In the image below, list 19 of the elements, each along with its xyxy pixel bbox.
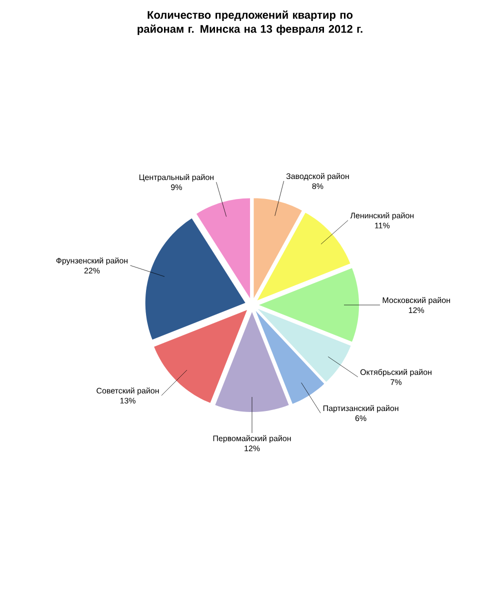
data-label: 13% (120, 398, 136, 404)
slice-label: Московский район (382, 296, 450, 305)
data-label: 9% (171, 184, 182, 190)
data-label: 12% (408, 307, 424, 313)
slice-label: Октябрьский район (360, 368, 432, 377)
slice-label: Первомайский район (213, 435, 291, 443)
data-label: 22% (84, 268, 100, 274)
data-label: 7% (390, 379, 402, 385)
data-label: 6% (355, 415, 366, 422)
slice-label: Ленинский район (350, 212, 414, 220)
slice-label: Советский район (96, 387, 159, 396)
data-label: 8% (312, 183, 324, 190)
data-label: 11% (375, 222, 390, 228)
slice-label: Партизанский район (323, 405, 398, 413)
slice-label: Центральный район (139, 174, 214, 182)
chart-title: Количество предложений квартир по районам г. Минска на 13 февраля 2012 г. (138, 10, 362, 35)
slice-label: Фрунзенский район (56, 257, 128, 266)
data-label: 12% (244, 446, 260, 452)
slice-label: Заводской район (286, 173, 349, 181)
